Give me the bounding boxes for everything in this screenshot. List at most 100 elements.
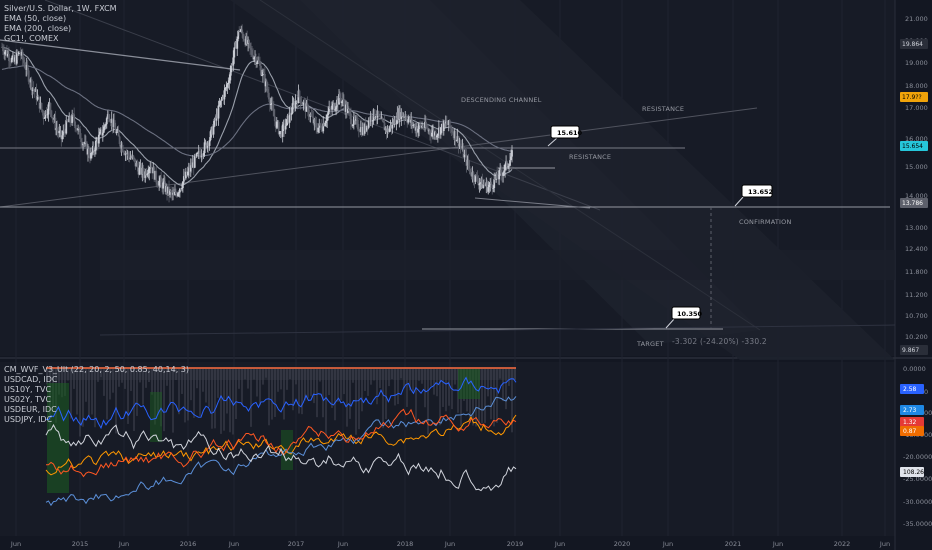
wvf-bar [130,369,132,391]
wvf-bar [307,369,309,398]
legend-usdeur[interactable]: USDEUR, IDC [4,405,57,414]
candle-body [285,119,288,126]
svg-text:1.32: 1.32 [903,419,917,426]
wvf-bar [76,369,78,415]
candle-body [238,30,241,32]
wvf-bar [352,369,354,383]
indicator-line[interactable] [46,408,517,478]
indicator-line[interactable] [45,376,517,430]
candle-body [428,130,430,132]
indicator-line[interactable] [45,423,517,492]
candle-body [450,128,453,133]
time-axis-tick: Jun [228,540,239,548]
callout-15610[interactable]: 15.610 [547,125,583,147]
ema-200-line[interactable] [1,65,512,157]
legend-us02y[interactable]: US02Y, TVC [4,395,52,404]
candle-body [323,123,326,127]
legend-us10y[interactable]: US10Y, TVC [4,385,52,394]
candle-body [453,131,456,139]
candle-body [489,181,492,185]
indicator-pane[interactable] [0,362,895,536]
price-tag: 17.9?? [900,92,928,102]
wvf-bar [229,369,231,433]
candle-body [209,131,212,141]
candle-body [354,119,357,121]
candle-body [127,152,130,156]
rising-resistance-line[interactable] [0,107,758,208]
candle-body [234,42,237,48]
candle-body [105,118,108,125]
indicator-series[interactable] [45,376,517,507]
candle-body [221,97,224,100]
candle-body [94,150,96,152]
candle-body [174,192,176,195]
candle-body [276,121,279,123]
candle-body [397,112,400,121]
candle-body [288,112,291,123]
legend-ema200[interactable]: EMA (200, close) [4,24,72,33]
candle-body [146,173,149,176]
candle-body [250,47,252,51]
legend-usdjpy[interactable]: USDJPY, IDC [4,415,53,424]
candle-body [7,53,9,57]
wvf-bar [331,369,333,408]
candle-body [197,151,200,153]
candle-body [264,73,266,87]
price-candles[interactable] [1,24,513,203]
main-legend[interactable]: Silver/U.S. Dollar, 1W, FXCM EMA (50, cl… [4,4,117,44]
candle-body [69,116,72,122]
wvf-bar [508,369,510,386]
wvf-bar [133,369,135,431]
candle-body [313,119,316,124]
legend-gc1[interactable]: GC1!, COMEX [4,34,59,43]
channel-bottom-line[interactable] [474,197,591,209]
price-tag: 15.654 [900,141,928,151]
wvf-bar [115,369,117,434]
legend-wvf[interactable]: CM_WVF_V3_Ult (22, 20, 2, 50, 0.85, 40,1… [4,365,189,374]
candle-body [98,131,101,135]
candle-body [38,97,41,109]
candle-body [1,46,3,48]
candle-body [140,165,143,175]
candle-body [25,64,28,70]
candle-body [20,51,23,56]
wvf-bar [292,369,294,411]
trendlines[interactable] [0,39,896,336]
candle-body [314,119,317,124]
candle-body [430,133,432,137]
candle-body [449,126,452,129]
candle-body [253,57,255,60]
candle-body [36,95,39,100]
candle-body [66,120,69,122]
candle-body [309,114,312,117]
legend-ema50[interactable]: EMA (50, close) [4,14,67,23]
candle-body [395,123,398,125]
indicator-legend[interactable]: CM_WVF_V3_Ult (22, 20, 2, 50, 0.85, 40,1… [4,365,189,425]
wvf-bar [223,369,225,431]
time-axis-tick: 2015 [72,540,89,548]
price-axis[interactable]: 21.00020.00019.00018.00017.00016.00015.0… [905,15,928,341]
wvf-bar [421,369,423,384]
candle-body [109,121,112,123]
candle-body [424,121,426,128]
candle-body [45,110,48,116]
candle-body [186,171,189,176]
candle-body [48,102,51,105]
wvf-bar [436,369,438,397]
legend-usdcad[interactable]: USDCAD, IDC [4,375,58,384]
time-axis[interactable]: Jun 2015 Jun 2016 Jun 2017 Jun 2018 Jun 2019 Jun 20… [10,540,890,548]
candle-body [484,185,487,187]
legend-symbol[interactable]: Silver/U.S. Dollar, 1W, FXCM [4,4,117,13]
wvf-bar [187,369,189,421]
svg-text:0.87: 0.87 [903,428,917,435]
callout-10350[interactable]: 10.350 [665,306,703,329]
candle-body [194,155,197,157]
wvf-bar [196,369,198,389]
candle-body [162,182,165,189]
candle-body [297,90,300,103]
callout-13652[interactable]: 13.652 [734,184,773,207]
candle-body [437,127,440,134]
candle-body [376,110,379,118]
candle-body [225,87,228,89]
